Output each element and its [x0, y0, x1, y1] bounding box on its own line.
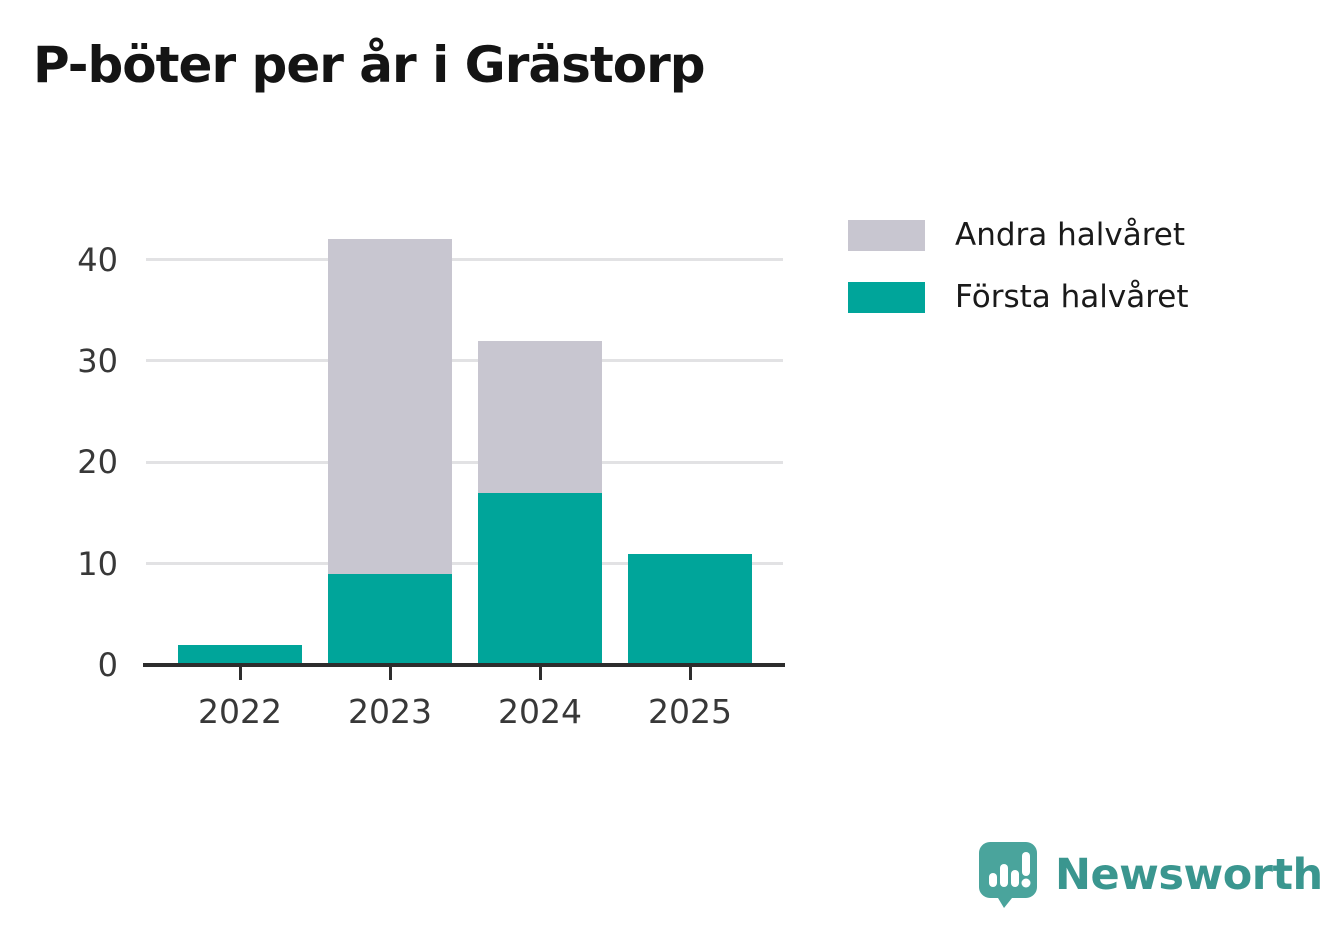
bar-segment-2023-andra-halvåret	[328, 239, 452, 574]
legend-item: Första halvåret	[848, 279, 1188, 315]
gridline-y-10	[146, 562, 783, 566]
y-tick-label: 30	[77, 341, 118, 380]
x-tick-mark	[238, 667, 242, 680]
bar-segment-2022-första-halvåret	[178, 644, 302, 665]
gridline-y-40	[146, 258, 783, 262]
x-tick-label: 2025	[648, 692, 732, 731]
y-tick-label: 40	[77, 240, 118, 279]
x-tick-label: 2023	[348, 692, 432, 731]
legend-label: Första halvåret	[955, 279, 1189, 315]
x-axis-line	[143, 663, 785, 667]
plot-area	[143, 219, 785, 667]
gridline-y-20	[146, 460, 783, 464]
x-tick-mark	[688, 667, 692, 680]
x-tick-label: 2024	[498, 692, 582, 731]
x-tick-mark	[538, 667, 542, 680]
y-tick-label: 0	[97, 646, 118, 684]
y-tick-label: 20	[77, 443, 118, 482]
y-tick-label: 10	[77, 544, 118, 583]
gridline-y-30	[146, 359, 783, 363]
newsworthy-wordmark: Newsworthy	[1055, 850, 1322, 900]
newsworthy-branding: Newsworthy	[978, 841, 1322, 909]
bar-segment-2025-första-halvåret	[628, 553, 752, 665]
legend: Andra halvåret Första halvåret	[848, 217, 1188, 341]
legend-item: Andra halvåret	[848, 217, 1188, 253]
y-axis-tick-labels: 0 10 20 30 40	[0, 219, 118, 681]
x-tick-label: 2022	[198, 692, 282, 731]
bar-segment-2024-första-halvåret	[478, 492, 602, 665]
bar-segment-2024-andra-halvåret	[478, 340, 602, 493]
legend-swatch-andra-halvaret	[848, 219, 925, 251]
legend-swatch-forsta-halvaret	[848, 281, 925, 313]
page-title: P-böter per år i Grästorp	[33, 36, 706, 94]
x-tick-mark	[388, 667, 392, 680]
bar-segment-2023-första-halvåret	[328, 573, 452, 665]
newsworthy-logo-icon	[979, 842, 1037, 908]
legend-label: Andra halvåret	[955, 217, 1186, 253]
